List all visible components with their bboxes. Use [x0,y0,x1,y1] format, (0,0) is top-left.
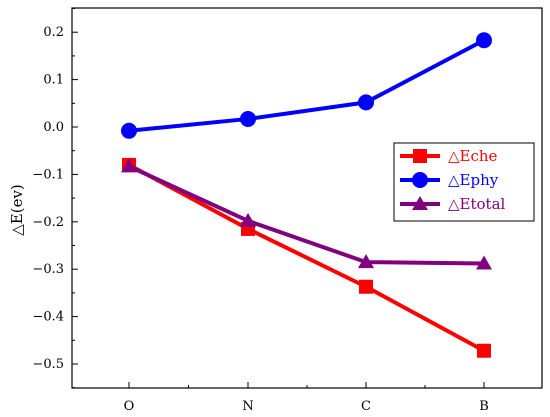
data-point [359,279,373,294]
legend-label: △Etotal [448,195,506,213]
y-tick-label: −0.2 [32,215,64,230]
y-tick-label: 0.1 [43,73,64,88]
data-point [240,212,256,227]
legend-label: △Ephy [448,171,499,189]
legend-marker [412,196,428,210]
data-point [358,94,374,111]
series-line [128,163,485,353]
legend-marker [412,172,428,188]
x-tick-label: B [479,399,489,414]
x-tick-label: O [124,399,135,414]
data-point [121,122,137,139]
y-tick-label: −0.3 [32,262,64,277]
legend: △Eche △Ephy △Etotal [393,142,535,222]
series-line [128,38,485,133]
y-tick-label: −0.1 [32,167,64,182]
data-point [240,110,256,127]
x-tick-label: N [242,399,253,414]
y-tick-label: 0.0 [43,120,64,135]
y-tick-label: 0.2 [43,25,64,40]
series-1 [121,32,492,139]
series-2 [121,158,492,270]
data-point [358,254,374,269]
data-point [477,343,491,358]
x-tick-label: C [361,399,371,414]
series-line [128,164,485,266]
y-tick-label: −0.4 [32,310,64,325]
y-axis-title: △E(ev) [8,184,26,236]
legend-label: △Eche [448,147,498,165]
legend-marker [413,149,427,163]
y-tick-label: −0.5 [32,357,64,372]
data-point [121,158,137,173]
data-point [476,255,492,270]
data-point [476,32,492,49]
